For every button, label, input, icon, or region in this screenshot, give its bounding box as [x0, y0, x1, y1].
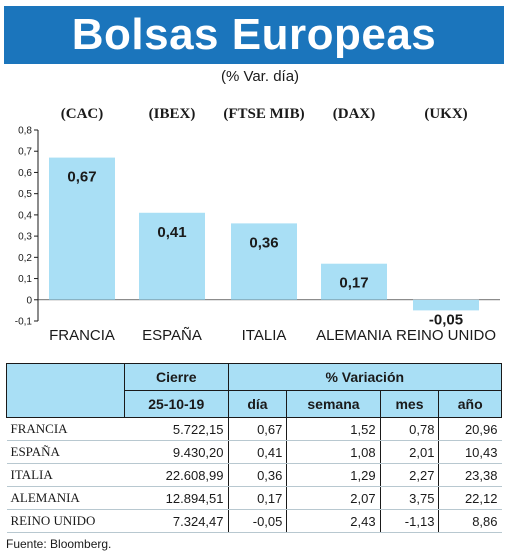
- cell-cierre: 5.722,15: [124, 417, 228, 441]
- cell-ano: 20,96: [438, 417, 502, 441]
- y-tick-label: 0,4: [18, 210, 32, 221]
- index-label: (DAX): [333, 106, 376, 122]
- cell-dia: 0,17: [227, 486, 287, 510]
- row-name: REINO UNIDO: [6, 509, 125, 533]
- y-tick-label: 0,7: [18, 147, 32, 158]
- index-label: (CAC): [61, 106, 104, 122]
- table-row: ITALIA 22.608,99 0,36 1,29 2,27 23,38: [6, 463, 502, 487]
- cell-ano: 23,38: [438, 463, 502, 487]
- y-tick-label: 0,8: [18, 126, 32, 137]
- row-name: ESPAÑA: [6, 440, 125, 464]
- cell-mes: 3,75: [379, 486, 439, 510]
- y-tick-label: 0,6: [18, 168, 32, 179]
- cell-cierre: 9.430,20: [124, 440, 228, 464]
- cell-cierre: 7.324,47: [124, 509, 228, 533]
- col-header-variacion: % Variación: [227, 363, 502, 391]
- cell-dia: 0,41: [227, 440, 287, 464]
- table-row: REINO UNIDO 7.324,47 -0,05 2,43 -1,13 8,…: [6, 509, 502, 533]
- cell-dia: 0,67: [227, 417, 287, 441]
- col-header-dia: día: [227, 390, 288, 418]
- row-name: ITALIA: [6, 463, 125, 487]
- cell-mes: -1,13: [379, 509, 439, 533]
- bar: [49, 157, 115, 300]
- cell-semana: 2,43: [286, 509, 381, 533]
- bar: [139, 212, 205, 300]
- title-banner: Bolsas Europeas: [4, 6, 504, 64]
- category-label: ITALIA: [242, 327, 287, 344]
- category-label: ALEMANIA: [316, 327, 392, 344]
- value-label: 0,41: [157, 224, 186, 241]
- table-corner: [6, 363, 125, 418]
- col-header-ano: año: [438, 390, 502, 418]
- cell-cierre: 22.608,99: [124, 463, 228, 487]
- cell-cierre: 12.894,51: [124, 486, 228, 510]
- cell-mes: 2,27: [379, 463, 439, 487]
- cell-mes: 2,01: [379, 440, 439, 464]
- category-label: FRANCIA: [49, 327, 115, 344]
- value-label: 0,36: [249, 234, 278, 251]
- value-label: -0,05: [429, 311, 463, 328]
- cell-mes: 0,78: [379, 417, 439, 441]
- bar: [321, 263, 387, 300]
- col-header-semana: semana: [286, 390, 381, 418]
- cell-semana: 1,29: [286, 463, 381, 487]
- cell-ano: 8,86: [438, 509, 502, 533]
- table-row: ALEMANIA 12.894,51 0,17 2,07 3,75 22,12: [6, 486, 502, 510]
- cell-semana: 1,08: [286, 440, 381, 464]
- data-table: Cierre % Variación 25-10-19 día semana m…: [6, 363, 502, 533]
- value-label: 0,67: [67, 169, 96, 186]
- y-tick-label: 0,1: [18, 274, 32, 285]
- row-name: ALEMANIA: [6, 486, 125, 510]
- cell-ano: 22,12: [438, 486, 502, 510]
- bar: [413, 299, 479, 311]
- bar: [231, 223, 297, 300]
- index-label: (IBEX): [149, 106, 196, 122]
- y-tick-label: 0,2: [18, 253, 32, 264]
- col-header-cierre: Cierre: [124, 363, 229, 391]
- cell-dia: 0,36: [227, 463, 287, 487]
- y-tick-label: 0,5: [18, 189, 32, 200]
- category-label: ESPAÑA: [142, 327, 202, 344]
- y-tick-label: 0,3: [18, 232, 32, 243]
- y-tick-label: -0,1: [15, 317, 33, 328]
- source-note: Fuente: Bloomberg.: [6, 537, 112, 551]
- index-label: (FTSE MIB): [223, 106, 304, 122]
- cell-semana: 1,52: [286, 417, 381, 441]
- table-row: FRANCIA 5.722,15 0,67 1,52 0,78 20,96: [6, 417, 502, 441]
- table-row: ESPAÑA 9.430,20 0,41 1,08 2,01 10,43: [6, 440, 502, 464]
- cell-semana: 2,07: [286, 486, 381, 510]
- row-name: FRANCIA: [6, 417, 125, 441]
- y-tick-label: 0: [26, 295, 32, 306]
- category-label: REINO UNIDO: [396, 327, 496, 344]
- col-header-mes: mes: [379, 390, 440, 418]
- value-label: 0,17: [339, 275, 368, 292]
- col-header-date: 25-10-19: [124, 390, 229, 418]
- index-label: (UKX): [424, 106, 467, 122]
- cell-dia: -0,05: [227, 509, 287, 533]
- bar-chart: 0,8 0,7 0,6 0,5 0,4 0,3 0,2 0,1 0 -0,1 0,67 (CAC) FR…: [15, 106, 500, 344]
- cell-ano: 10,43: [438, 440, 502, 464]
- chart-subtitle: (% Var. día): [220, 68, 300, 85]
